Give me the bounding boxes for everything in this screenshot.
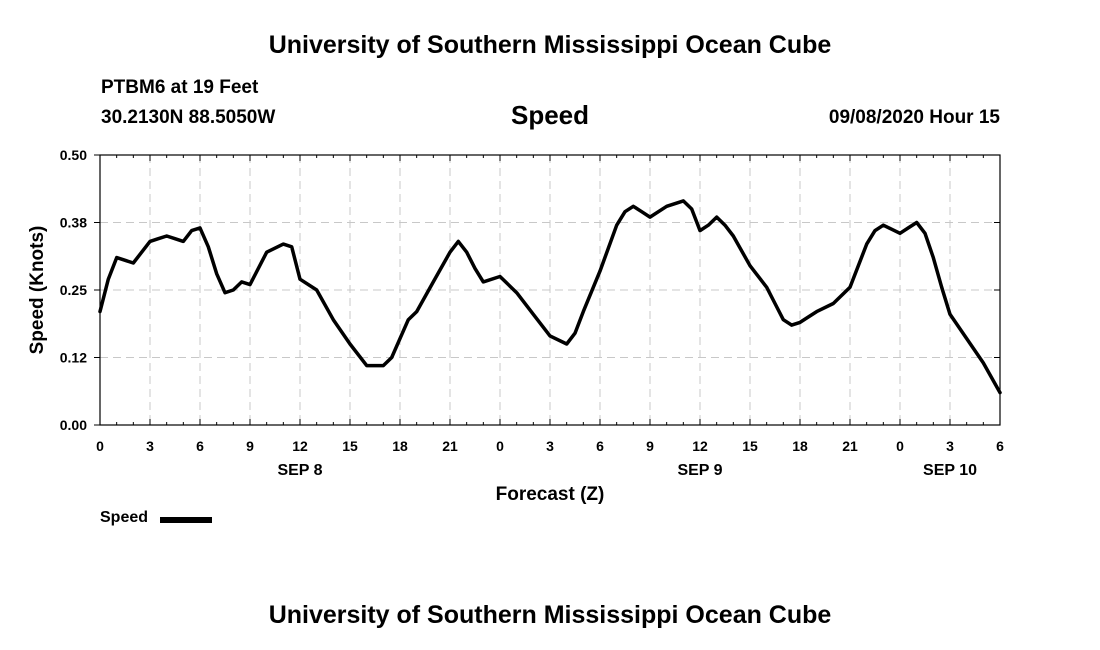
y-axis-label: Speed (Knots) [27, 226, 48, 355]
page-title-bottom: University of Southern Mississippi Ocean… [268, 601, 832, 629]
x-tick-label: 18 [392, 438, 408, 454]
x-tick-label: 15 [742, 438, 758, 454]
x-tick-label: 6 [196, 438, 204, 454]
x-tick-label: 3 [146, 438, 154, 454]
x-tick-label: 18 [792, 438, 808, 454]
chart-title: Speed [510, 100, 590, 130]
y-tick-label: 0.00 [60, 417, 87, 433]
x-tick-label: 0 [496, 438, 504, 454]
station-label: PTBM6 at 19 Feet [101, 77, 259, 98]
x-tick-label: 0 [96, 438, 104, 454]
x-tick-label: 3 [946, 438, 954, 454]
y-tick-label: 0.25 [60, 282, 87, 298]
y-tick-label: 0.12 [60, 350, 87, 366]
x-tick-label: 3 [546, 438, 554, 454]
day-label: SEP 9 [677, 462, 722, 479]
x-tick-label: 15 [342, 438, 358, 454]
forecast-timestamp: 09/08/2020 Hour 15 [828, 107, 1000, 128]
legend-swatch [160, 517, 212, 523]
x-tick-label: 12 [292, 438, 308, 454]
legend-label: Speed [100, 509, 149, 526]
page-title-top: University of Southern Mississippi Ocean… [268, 31, 832, 59]
x-tick-label: 12 [692, 438, 708, 454]
x-tick-label: 21 [842, 438, 858, 454]
y-tick-label: 0.38 [60, 215, 87, 231]
x-axis-label: Forecast (Z) [496, 484, 605, 505]
x-tick-label: 6 [596, 438, 604, 454]
x-tick-label: 9 [246, 438, 254, 454]
series-line-speed [98, 199, 1002, 395]
x-tick-label: 21 [442, 438, 458, 454]
x-tick-label: 6 [996, 438, 1004, 454]
x-tick-label: 9 [646, 438, 654, 454]
x-tick-label: 0 [896, 438, 904, 454]
day-label: SEP 8 [277, 462, 322, 479]
y-tick-label: 0.50 [60, 147, 87, 163]
coordinates-label: 30.2130N 88.5050W [101, 107, 276, 128]
day-label: SEP 10 [923, 462, 977, 479]
